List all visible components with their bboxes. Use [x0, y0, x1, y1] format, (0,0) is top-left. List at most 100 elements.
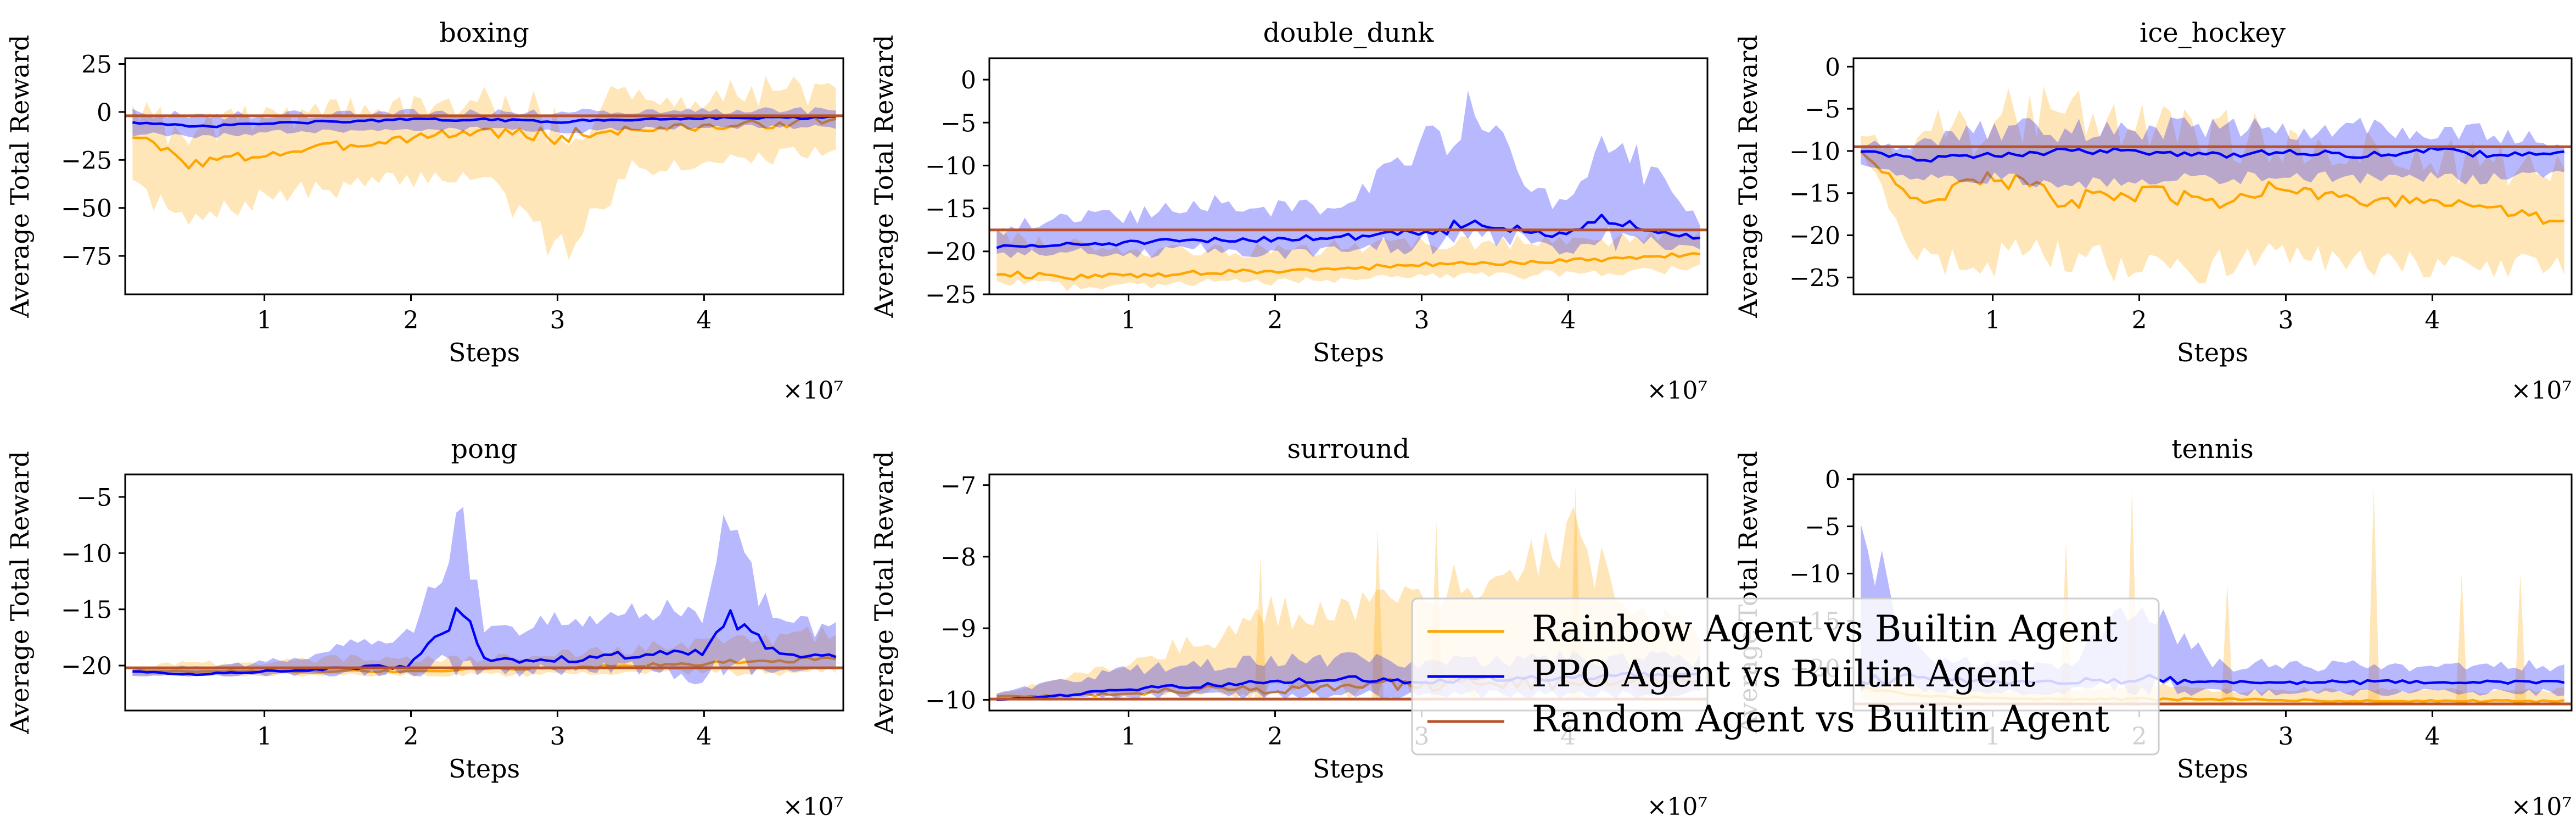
x-scale-label: ×10⁷ — [2511, 793, 2572, 821]
y-tick-label: −25 — [925, 281, 976, 309]
x-tick-label: 4 — [1560, 306, 1576, 334]
band-rainbow — [1861, 86, 2564, 284]
y-axis-label: Average Total Reward — [5, 451, 35, 734]
series-line-rainbow — [1860, 150, 2564, 225]
x-tick-label: 2 — [1268, 306, 1283, 334]
band-rainbow — [132, 76, 836, 260]
panel-title: double_dunk — [1263, 18, 1435, 48]
y-tick-label: −25 — [61, 147, 112, 175]
series-line-ppo — [996, 214, 1700, 249]
x-axis-label: Steps — [1313, 754, 1384, 784]
x-axis-label: Steps — [449, 338, 520, 367]
panel-title: boxing — [439, 18, 529, 48]
y-tick-label: 0 — [97, 99, 112, 127]
y-tick-label: −8 — [940, 544, 976, 572]
y-tick-label: −7 — [940, 472, 976, 500]
plot-frame — [988, 473, 1709, 712]
plot-frame — [1852, 473, 2573, 712]
plot-area — [989, 90, 1707, 292]
y-tick-label: −5 — [1805, 513, 1840, 541]
x-scale-label: ×10⁷ — [783, 377, 844, 405]
y-tick-label: −5 — [76, 484, 112, 512]
y-tick-label: 0 — [1825, 53, 1840, 81]
x-tick-label: 4 — [696, 723, 712, 751]
x-tick-label: 4 — [2424, 723, 2440, 751]
y-tick-label: −15 — [1789, 180, 1840, 208]
panel-title: tennis — [2171, 434, 2254, 465]
series-line-rainbow — [996, 251, 1700, 281]
legend-label-rainbow: Rainbow Agent vs Builtin Agent — [1532, 608, 2118, 650]
panel-title: surround — [1287, 434, 1410, 465]
y-tick-label: −10 — [925, 152, 976, 180]
x-axis-label: Steps — [2177, 338, 2248, 367]
legend-label-ppo: PPO Agent vs Builtin Agent — [1532, 653, 2035, 695]
legend: Rainbow Agent vs Builtin Agent PPO Agent… — [1411, 597, 2160, 756]
y-tick-label: −5 — [940, 109, 976, 137]
x-tick-label: 3 — [2278, 306, 2293, 334]
plot-frame — [988, 57, 1709, 295]
y-tick-label: −25 — [1789, 264, 1840, 292]
x-tick-label: 1 — [1121, 306, 1136, 334]
y-tick-label: 0 — [961, 66, 976, 94]
y-tick-label: −50 — [61, 195, 112, 223]
y-tick-label: −5 — [1805, 96, 1840, 124]
x-scale-label: ×10⁷ — [1647, 377, 1708, 405]
y-tick-label: −9 — [940, 615, 976, 643]
series-line-ppo — [1861, 147, 2564, 163]
panel-title: pong — [451, 434, 517, 465]
y-tick-label: −20 — [1789, 222, 1840, 250]
plot-frame — [1852, 57, 2573, 295]
panel-ice-hockey: 1 2 3 4 0 −5 −10 −15 −20 −25 ice_hockey Steps ×10⁷ Av… — [1733, 18, 2573, 405]
x-axis-label: Steps — [1313, 338, 1384, 367]
x-tick-label: 1 — [1121, 723, 1136, 751]
band-ppo — [996, 90, 1700, 260]
panel-double-dunk: 1 2 3 4 0 −5 −10 −15 −20 −25 double_dunk Steps ×10⁷ A… — [869, 18, 1709, 405]
plot-area — [125, 76, 843, 260]
y-tick-label: −15 — [925, 195, 976, 223]
x-tick-label: 1 — [257, 723, 272, 751]
x-tick-label: 4 — [2424, 306, 2440, 334]
x-scale-label: ×10⁷ — [1647, 793, 1708, 821]
x-tick-label: 3 — [2278, 723, 2293, 751]
x-tick-label: 1 — [257, 306, 272, 334]
panel-boxing: 1 2 3 4 25 0 −25 −50 −75 boxing Steps ×10⁷ Average T… — [5, 18, 844, 405]
y-tick-label: −10 — [1789, 561, 1840, 589]
y-tick-label: −10 — [925, 686, 976, 714]
band-spike-rainbow — [2367, 488, 2380, 706]
plot-area — [1853, 86, 2572, 284]
band-spike-rainbow — [1255, 556, 1267, 700]
legend-frame — [1411, 597, 2160, 756]
x-tick-label: 2 — [2132, 306, 2147, 334]
y-tick-label: −15 — [61, 596, 112, 624]
band-spike-rainbow — [2221, 583, 2233, 706]
y-tick-label: −10 — [61, 540, 112, 568]
x-tick-label: 2 — [404, 306, 419, 334]
series-line-ppo — [132, 115, 836, 128]
x-scale-label: ×10⁷ — [783, 793, 844, 821]
x-tick-label: 3 — [1414, 306, 1429, 334]
x-axis-label: Steps — [2177, 754, 2248, 784]
y-axis-label: Average Total Reward — [869, 35, 899, 318]
x-tick-label: 3 — [550, 723, 565, 751]
legend-label-random: Random Agent vs Builtin Agent — [1532, 698, 2109, 740]
band-rainbow — [132, 626, 836, 677]
x-tick-label: 2 — [404, 723, 419, 751]
y-axis-label: Average Total Reward — [869, 451, 899, 734]
y-axis-label: Average Total Reward — [1733, 35, 1763, 318]
panel-pong: 1 2 3 4 −5 −10 −15 −20 pong Steps ×10⁷ Average Tota… — [5, 434, 844, 821]
plot-frame — [124, 473, 844, 712]
band-spike-rainbow — [2456, 573, 2468, 706]
series-line-ppo — [132, 607, 837, 676]
x-axis-label: Steps — [449, 754, 520, 784]
panel-title: ice_hockey — [2140, 18, 2286, 48]
y-tick-label: −75 — [61, 243, 112, 271]
y-tick-label: 0 — [1825, 466, 1840, 494]
x-tick-label: 3 — [550, 306, 565, 334]
y-tick-label: −10 — [1789, 138, 1840, 166]
y-axis-label: Average Total Reward — [5, 35, 35, 318]
series-line-rainbow — [132, 116, 837, 170]
x-tick-label: 2 — [1268, 723, 1283, 751]
x-tick-label: 1 — [1985, 306, 2001, 334]
